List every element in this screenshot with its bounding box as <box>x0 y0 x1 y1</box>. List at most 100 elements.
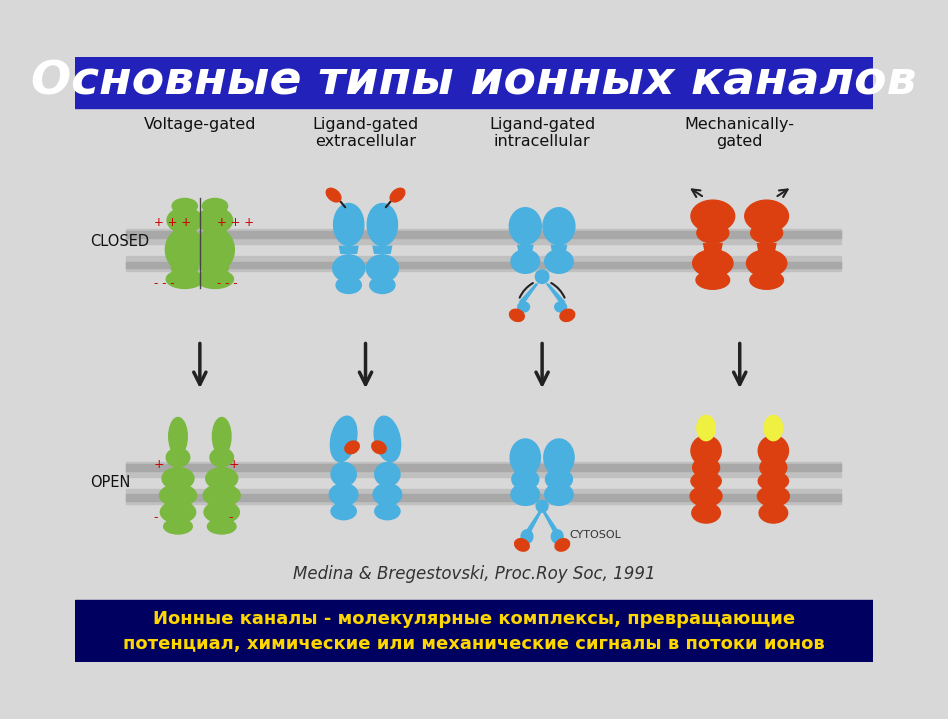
Text: Mechanically-
gated: Mechanically- gated <box>684 117 794 150</box>
Ellipse shape <box>560 309 574 321</box>
Ellipse shape <box>545 249 574 273</box>
Ellipse shape <box>521 530 533 544</box>
Ellipse shape <box>543 208 574 244</box>
Ellipse shape <box>745 200 789 232</box>
Ellipse shape <box>329 484 358 505</box>
Ellipse shape <box>759 503 788 523</box>
Polygon shape <box>551 244 567 253</box>
Ellipse shape <box>536 270 549 283</box>
Bar <box>76 58 872 109</box>
Bar <box>126 489 841 504</box>
Ellipse shape <box>764 416 783 441</box>
Ellipse shape <box>555 302 567 312</box>
Ellipse shape <box>750 271 783 289</box>
Ellipse shape <box>202 262 228 275</box>
Text: Ligand-gated
intracellular: Ligand-gated intracellular <box>489 117 595 150</box>
Ellipse shape <box>166 448 190 467</box>
Ellipse shape <box>345 441 359 454</box>
Ellipse shape <box>518 302 530 312</box>
Ellipse shape <box>691 436 721 466</box>
Bar <box>126 256 841 271</box>
Ellipse shape <box>697 223 729 243</box>
Bar <box>126 462 841 477</box>
Ellipse shape <box>160 501 195 523</box>
Ellipse shape <box>545 470 573 490</box>
Ellipse shape <box>208 519 236 534</box>
Ellipse shape <box>197 208 232 233</box>
Ellipse shape <box>196 270 233 288</box>
Ellipse shape <box>169 418 188 455</box>
Ellipse shape <box>758 472 789 490</box>
Ellipse shape <box>173 198 197 214</box>
Ellipse shape <box>509 208 541 244</box>
Text: Voltage-gated: Voltage-gated <box>143 117 256 132</box>
Text: +: + <box>228 458 239 471</box>
Bar <box>76 600 872 661</box>
Polygon shape <box>173 257 196 263</box>
Text: + + +: + + + <box>154 216 191 229</box>
Ellipse shape <box>202 198 228 214</box>
Ellipse shape <box>203 485 240 506</box>
Text: - - -: - - - <box>217 277 237 290</box>
Ellipse shape <box>212 418 231 455</box>
Ellipse shape <box>374 416 401 462</box>
Ellipse shape <box>552 530 563 544</box>
Text: +: + <box>154 458 164 471</box>
Ellipse shape <box>370 277 395 293</box>
Polygon shape <box>757 243 776 252</box>
Ellipse shape <box>204 501 240 523</box>
Ellipse shape <box>334 203 364 246</box>
Text: OPEN: OPEN <box>91 475 131 490</box>
Text: - - -: - - - <box>154 277 174 290</box>
Polygon shape <box>373 246 392 254</box>
Text: CLOSED: CLOSED <box>91 234 150 249</box>
Ellipse shape <box>206 467 238 490</box>
Ellipse shape <box>172 262 198 275</box>
Text: CYTOSOL: CYTOSOL <box>569 530 621 540</box>
Ellipse shape <box>555 539 570 551</box>
Ellipse shape <box>515 539 529 551</box>
Ellipse shape <box>751 223 783 243</box>
Ellipse shape <box>693 249 733 277</box>
Ellipse shape <box>758 436 789 466</box>
Ellipse shape <box>162 467 194 490</box>
Ellipse shape <box>511 484 539 505</box>
Bar <box>126 262 841 268</box>
Ellipse shape <box>512 470 538 490</box>
Polygon shape <box>203 257 227 263</box>
Polygon shape <box>702 243 723 252</box>
Ellipse shape <box>545 484 574 505</box>
Ellipse shape <box>367 203 397 246</box>
Ellipse shape <box>210 448 233 467</box>
Ellipse shape <box>760 457 787 477</box>
Ellipse shape <box>195 228 234 272</box>
Ellipse shape <box>166 270 203 288</box>
Polygon shape <box>525 511 542 535</box>
Ellipse shape <box>696 271 730 289</box>
Polygon shape <box>519 283 538 304</box>
Polygon shape <box>545 283 566 304</box>
Bar <box>126 495 841 501</box>
Ellipse shape <box>337 277 361 293</box>
Ellipse shape <box>333 255 365 282</box>
Bar <box>126 232 841 238</box>
Text: -: - <box>228 511 233 525</box>
Ellipse shape <box>697 416 716 441</box>
Ellipse shape <box>165 228 204 272</box>
Ellipse shape <box>164 519 192 534</box>
Ellipse shape <box>692 503 720 523</box>
Ellipse shape <box>537 500 548 512</box>
Ellipse shape <box>691 200 735 232</box>
Text: Ионные каналы - молекулярные комплексы, превращающие
потенциал, химические или м: Ионные каналы - молекулярные комплексы, … <box>123 610 825 653</box>
Ellipse shape <box>374 503 400 520</box>
Ellipse shape <box>757 486 790 506</box>
Bar <box>126 229 841 244</box>
Ellipse shape <box>159 485 196 506</box>
Ellipse shape <box>331 462 356 486</box>
Ellipse shape <box>544 439 574 476</box>
Ellipse shape <box>391 188 405 202</box>
Ellipse shape <box>331 503 356 520</box>
Polygon shape <box>338 246 358 254</box>
Ellipse shape <box>691 472 721 490</box>
Text: Medina & Bregestovski, Proc.Roy Soc, 1991: Medina & Bregestovski, Proc.Roy Soc, 199… <box>293 564 655 582</box>
